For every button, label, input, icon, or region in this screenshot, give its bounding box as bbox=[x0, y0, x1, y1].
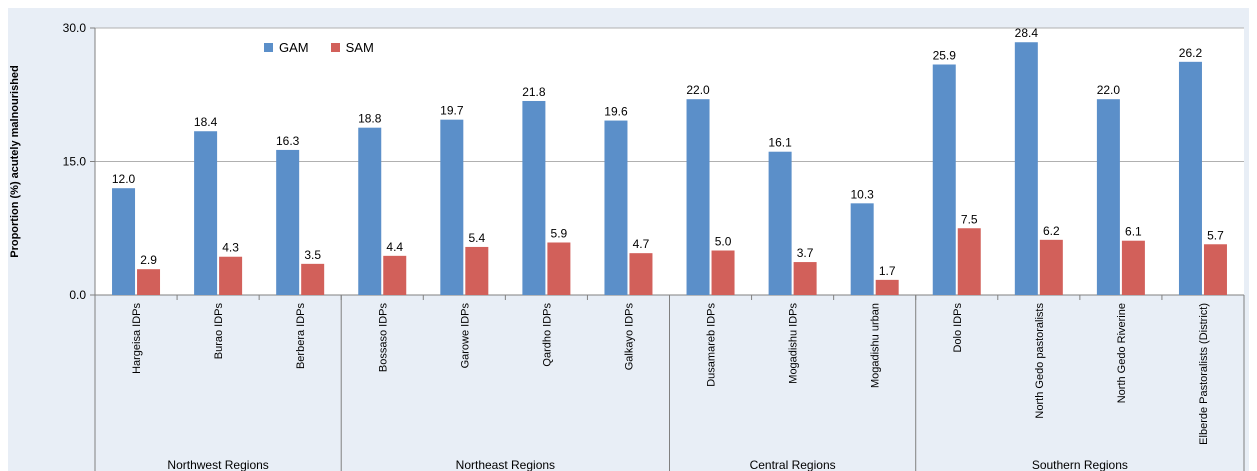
bar-gam-10 bbox=[932, 64, 956, 296]
bar-sam-3 bbox=[383, 255, 407, 295]
category-label-4: Garowe IDPs bbox=[459, 303, 471, 369]
bar-sam-5 bbox=[547, 242, 571, 295]
data-label-sam-2: 3.5 bbox=[304, 248, 321, 262]
data-label-sam-5: 5.9 bbox=[551, 226, 568, 240]
bar-gam-3 bbox=[358, 127, 382, 296]
bar-sam-8 bbox=[793, 262, 817, 295]
data-label-gam-4: 19.7 bbox=[440, 104, 464, 118]
bar-sam-1 bbox=[219, 256, 243, 295]
legend-item-gam: GAM bbox=[264, 40, 309, 55]
legend-swatch-sam bbox=[330, 43, 340, 52]
data-label-sam-8: 3.7 bbox=[797, 246, 814, 260]
data-label-gam-5: 21.8 bbox=[522, 85, 546, 99]
group-label-1: Northeast Regions bbox=[456, 458, 555, 471]
y-tick-label-1: 15.0 bbox=[63, 155, 87, 169]
data-label-gam-3: 18.8 bbox=[358, 112, 382, 126]
data-label-gam-0: 12.0 bbox=[112, 172, 136, 186]
bar-gam-2 bbox=[276, 149, 300, 295]
category-label-9: Mogadishu urban bbox=[870, 303, 882, 388]
bar-sam-6 bbox=[629, 253, 653, 295]
y-axis-label: Proportion (%) acutely malnourished bbox=[9, 65, 21, 258]
data-label-sam-7: 5.0 bbox=[715, 235, 732, 249]
bar-gam-5 bbox=[522, 100, 546, 295]
category-label-0: Hargeisa IDPs bbox=[131, 303, 143, 374]
data-label-gam-11: 28.4 bbox=[1015, 26, 1039, 40]
data-label-gam-13: 26.2 bbox=[1179, 46, 1203, 60]
data-label-sam-0: 2.9 bbox=[140, 253, 157, 267]
legend-label-gam: GAM bbox=[279, 40, 309, 55]
y-tick-label-2: 30.0 bbox=[63, 21, 87, 35]
data-label-sam-3: 4.4 bbox=[386, 240, 403, 254]
data-label-gam-8: 16.1 bbox=[768, 136, 792, 150]
bar-gam-8 bbox=[768, 151, 792, 295]
category-label-2: Berbera IDPs bbox=[295, 303, 307, 370]
bar-gam-7 bbox=[686, 99, 710, 295]
category-label-1: Burao IDPs bbox=[213, 303, 225, 360]
category-label-11: North Gedo pastoralists bbox=[1034, 303, 1046, 419]
bar-gam-13 bbox=[1178, 61, 1202, 295]
bar-gam-1 bbox=[194, 131, 218, 295]
data-label-gam-9: 10.3 bbox=[850, 187, 874, 201]
bar-sam-12 bbox=[1121, 240, 1145, 295]
data-label-sam-1: 4.3 bbox=[222, 241, 239, 255]
data-label-sam-11: 6.2 bbox=[1043, 224, 1060, 238]
legend: GAM SAM bbox=[264, 40, 374, 55]
data-label-sam-12: 6.1 bbox=[1125, 225, 1142, 239]
category-label-8: Mogadishu IDPs bbox=[788, 303, 800, 384]
legend-item-sam: SAM bbox=[330, 40, 374, 55]
bar-sam-13 bbox=[1203, 244, 1227, 295]
bar-gam-6 bbox=[604, 120, 628, 295]
bar-sam-10 bbox=[957, 228, 981, 295]
bar-sam-4 bbox=[465, 246, 489, 295]
bar-gam-12 bbox=[1096, 99, 1120, 295]
group-label-2: Central Regions bbox=[750, 458, 836, 471]
legend-label-sam: SAM bbox=[345, 40, 374, 55]
category-label-3: Bossaso IDPs bbox=[377, 303, 389, 373]
bar-gam-4 bbox=[440, 119, 464, 295]
bar-gam-9 bbox=[850, 203, 874, 295]
data-label-gam-6: 19.6 bbox=[604, 105, 628, 119]
category-label-12: North Gedo Riverine bbox=[1116, 303, 1128, 403]
data-label-gam-12: 22.0 bbox=[1097, 83, 1121, 97]
data-label-sam-13: 5.7 bbox=[1207, 228, 1224, 242]
bar-sam-11 bbox=[1039, 239, 1063, 295]
data-label-gam-10: 25.9 bbox=[933, 48, 957, 62]
y-tick-label-0: 0.0 bbox=[69, 288, 86, 302]
group-label-3: Southern Regions bbox=[1032, 458, 1128, 471]
bar-sam-2 bbox=[301, 263, 325, 295]
data-label-gam-7: 22.0 bbox=[686, 83, 710, 97]
category-label-7: Dusamareb IDPs bbox=[706, 303, 718, 387]
bar-sam-9 bbox=[875, 279, 899, 295]
category-label-13: Elberde Pastoralists (District) bbox=[1198, 303, 1210, 445]
bar-gam-0 bbox=[112, 188, 136, 295]
bar-sam-7 bbox=[711, 250, 735, 295]
bar-gam-11 bbox=[1014, 42, 1038, 295]
data-label-sam-9: 1.7 bbox=[879, 264, 896, 278]
category-label-5: Qardho IDPs bbox=[541, 303, 553, 367]
data-label-gam-2: 16.3 bbox=[276, 134, 300, 148]
legend-swatch-gam bbox=[264, 43, 273, 52]
category-label-10: Dolo IDPs bbox=[952, 303, 964, 353]
data-label-gam-1: 18.4 bbox=[194, 115, 218, 129]
bar-sam-0 bbox=[137, 269, 161, 295]
data-label-sam-6: 4.7 bbox=[633, 237, 650, 251]
group-label-0: Northwest Regions bbox=[167, 458, 268, 471]
data-label-sam-10: 7.5 bbox=[961, 212, 978, 226]
category-label-6: Galkayo IDPs bbox=[623, 303, 635, 371]
data-label-sam-4: 5.4 bbox=[468, 231, 485, 245]
